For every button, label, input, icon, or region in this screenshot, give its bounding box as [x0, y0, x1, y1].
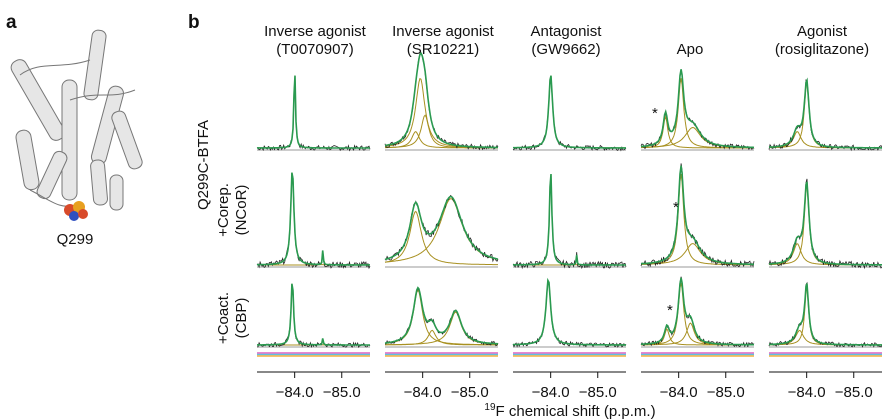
x-axis-label-superscript: 19 [484, 402, 496, 413]
column-header: Agonist [797, 23, 848, 40]
component-fit [257, 75, 370, 149]
total-fit [257, 283, 370, 346]
total-fit [257, 75, 370, 149]
spectrum [768, 178, 882, 270]
total-fit [640, 165, 754, 266]
total-fit [384, 286, 499, 345]
total-fit [257, 172, 370, 266]
x-tick-label: −85.0 [451, 384, 489, 401]
column-header: (GW9662) [531, 41, 600, 58]
spectrum [257, 285, 371, 349]
column-header: (T0070907) [276, 41, 354, 58]
total-fit [384, 195, 499, 261]
spectrum [768, 281, 882, 348]
annotation: * [667, 302, 673, 319]
x-axis-label-text: F chemical shift (p.p.m.) [496, 403, 656, 419]
component-fit [384, 289, 498, 346]
total-fit [513, 277, 626, 346]
row-label: +Corep. [215, 183, 232, 237]
spectrum [256, 173, 371, 270]
column-header: Apo [677, 41, 704, 58]
total-fit [513, 173, 626, 266]
column-header: Inverse agonist [392, 23, 495, 40]
row-label: +Coact. [215, 292, 232, 344]
component-fit [769, 287, 882, 346]
total-fit [768, 77, 882, 149]
spectrum [384, 53, 499, 151]
spectrum [640, 71, 755, 151]
component-fit [641, 174, 754, 266]
x-tick-label: −85.0 [707, 384, 745, 401]
residue-spheres [64, 201, 88, 221]
panel-label: b [188, 12, 200, 33]
spectrum [384, 194, 499, 263]
component-fit [384, 210, 498, 266]
component-fit [384, 77, 498, 149]
x-tick-label: −84.0 [276, 384, 314, 401]
spectrum [640, 163, 755, 268]
column-header: (SR10221) [407, 41, 480, 58]
total-fit [513, 75, 626, 149]
x-tick-label: −84.0 [404, 384, 442, 401]
component-fit [768, 185, 882, 266]
spectra-grid [256, 51, 882, 378]
spectrum [768, 79, 882, 152]
panel-label: a [6, 12, 17, 33]
x-tick-label: −84.0 [532, 384, 570, 401]
component-fit [257, 283, 370, 346]
x-axis-label: 19F chemical shift (p.p.m.) [484, 402, 655, 419]
x-tick-label: −85.0 [579, 384, 617, 401]
total-fit [641, 277, 754, 346]
x-tick-label: −85.0 [323, 384, 361, 401]
component-fit [513, 278, 626, 346]
spectrum [256, 76, 371, 152]
component-fit [384, 329, 498, 346]
column-header: Inverse agonist [264, 23, 367, 40]
column-header: Antagonist [531, 23, 603, 40]
component-fit [513, 173, 626, 266]
total-fit [384, 51, 498, 149]
total-fit [640, 69, 755, 149]
annotation: * [652, 105, 658, 122]
component-fit [257, 172, 370, 266]
column-header: (rosiglitazone) [775, 41, 869, 58]
total-fit [769, 283, 882, 346]
x-tick-label: −85.0 [835, 384, 873, 401]
x-tick-label: −84.0 [660, 384, 698, 401]
component-fit [385, 130, 498, 149]
component-fit [513, 75, 626, 149]
protein-cartoon [10, 29, 143, 211]
row-label: (CBP) [233, 298, 250, 339]
spectrum [512, 279, 627, 348]
component-fit [641, 78, 754, 149]
annotation: * [673, 199, 679, 216]
row-label: Q299C-BTFA [195, 120, 212, 210]
row-label: (NCoR) [233, 185, 250, 236]
total-fit [768, 181, 882, 266]
residue-label: Q299 [57, 231, 94, 248]
component-fit [641, 115, 754, 149]
spectrum [512, 175, 627, 270]
component-fit [769, 83, 882, 149]
spectrum [512, 77, 627, 152]
x-tick-label: −84.0 [788, 384, 826, 401]
